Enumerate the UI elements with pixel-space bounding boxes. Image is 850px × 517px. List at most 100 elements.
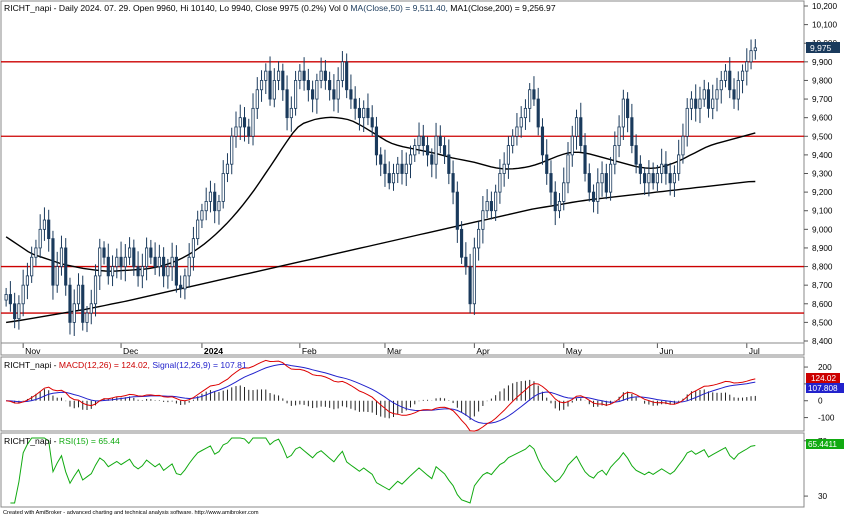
candle-body	[208, 191, 213, 202]
candle-body	[119, 256, 123, 267]
candle-body	[230, 135, 234, 165]
candle-body	[89, 303, 93, 314]
x-tick-label: Mar	[387, 346, 402, 356]
candle-body	[715, 89, 719, 100]
macd-line	[6, 359, 756, 432]
candle-body	[728, 70, 732, 91]
candle-body	[132, 247, 136, 267]
candle-body	[613, 145, 617, 165]
candle-body	[668, 173, 672, 184]
candle-body	[553, 191, 557, 212]
candle-body	[370, 117, 374, 128]
rsi-y-tick-label: 30	[818, 492, 828, 501]
candle-body	[374, 126, 379, 156]
candle-body	[81, 284, 85, 323]
candle-body	[549, 173, 553, 193]
x-tick-label: 2024	[204, 346, 223, 356]
candle-body	[145, 247, 149, 267]
rsi-legend: RSI(15) = 65.44	[59, 436, 120, 446]
candle-body	[591, 191, 596, 202]
candle-body	[630, 117, 634, 146]
candle-body	[251, 107, 255, 137]
candle-body	[110, 266, 115, 277]
ma50-line	[5, 116, 756, 272]
candle-body	[234, 126, 238, 137]
candle-body	[85, 312, 89, 323]
candle-body	[651, 173, 655, 184]
candle-body	[8, 294, 12, 305]
candle-body	[4, 294, 8, 301]
price-x-axis: Nov Dec 2024 Feb Mar Apr May Jun Jul	[1, 342, 804, 356]
candle-body	[511, 135, 515, 146]
candle-body	[677, 154, 681, 174]
price-y-tick-label: 9,600	[812, 114, 833, 123]
candle-body	[672, 173, 676, 184]
candle-body	[179, 284, 183, 290]
candle-body	[570, 135, 574, 156]
macd-y-tick-label: 200	[818, 363, 832, 372]
x-tick-label: Jul	[749, 346, 760, 356]
macd-pane: -1000100200 RICHT_napi - MACD(12,26) = 1…	[0, 356, 844, 432]
candle-body	[579, 117, 583, 146]
candle-body	[404, 163, 408, 174]
candle-body	[481, 210, 485, 230]
price-y-tick-label: 8,400	[812, 337, 833, 346]
candle-body	[604, 173, 608, 193]
candle-body	[702, 89, 706, 100]
candle-body	[515, 126, 519, 137]
candle-body	[225, 163, 230, 174]
price-y-tick-label: 9,300	[812, 170, 833, 179]
candle-body	[289, 107, 293, 119]
x-tick-label: Jun	[659, 346, 673, 356]
candle-body	[574, 117, 579, 137]
ma50-legend: MA(Close,50) = 9,511.40,	[350, 3, 448, 13]
candle-body	[42, 219, 47, 230]
candle-body	[102, 247, 106, 258]
candle-body	[136, 266, 140, 277]
price-y-tick-label: 8,600	[812, 300, 833, 309]
candle-body	[47, 219, 51, 240]
candle-body	[340, 61, 344, 81]
candle-body	[455, 191, 459, 230]
candle-body	[319, 70, 323, 81]
candle-body	[76, 284, 81, 305]
candle-body	[749, 50, 753, 63]
x-tick-label: Dec	[123, 346, 139, 356]
price-pane: 8,400 8,500 8,600 8,700 8,800 8,900 9,000 9,100…	[0, 0, 840, 356]
candle-body	[413, 145, 417, 156]
candle-body	[306, 80, 310, 91]
candle-body	[162, 256, 166, 277]
candle-body	[536, 98, 540, 128]
candle-body	[740, 70, 745, 81]
price-y-tick-label: 10,200	[812, 2, 837, 11]
price-y-tick-label: 10,100	[812, 21, 837, 30]
candle-body	[626, 98, 630, 119]
candle-body	[634, 145, 638, 165]
candle-body	[698, 98, 702, 109]
candle-body	[247, 126, 251, 137]
candle-body	[638, 163, 642, 174]
candle-body	[425, 145, 430, 156]
candle-body	[55, 266, 59, 286]
candle-body	[498, 173, 502, 193]
candle-body	[123, 256, 127, 267]
macd-lines	[6, 359, 756, 432]
candle-body	[174, 256, 178, 286]
ma200-legend: MA1(Close,200) = 9,256.97	[450, 3, 556, 13]
footer-credit: Created with AmiBroker - advanced charti…	[3, 510, 259, 516]
candle-body	[302, 70, 306, 81]
candle-body	[34, 247, 38, 258]
candles	[4, 39, 757, 336]
price-y-tick-label: 9,200	[812, 188, 833, 197]
candle-body	[417, 135, 421, 146]
candle-body	[566, 154, 570, 184]
candle-body	[468, 266, 472, 305]
candle-body	[494, 191, 498, 212]
candle-body	[664, 163, 668, 174]
candle-body	[540, 126, 545, 156]
signal-value-badge	[806, 383, 844, 393]
macd-y-tick-label: 0	[818, 397, 823, 406]
candle-body	[719, 80, 723, 91]
candle-body	[72, 303, 76, 323]
candle-body	[345, 61, 349, 91]
